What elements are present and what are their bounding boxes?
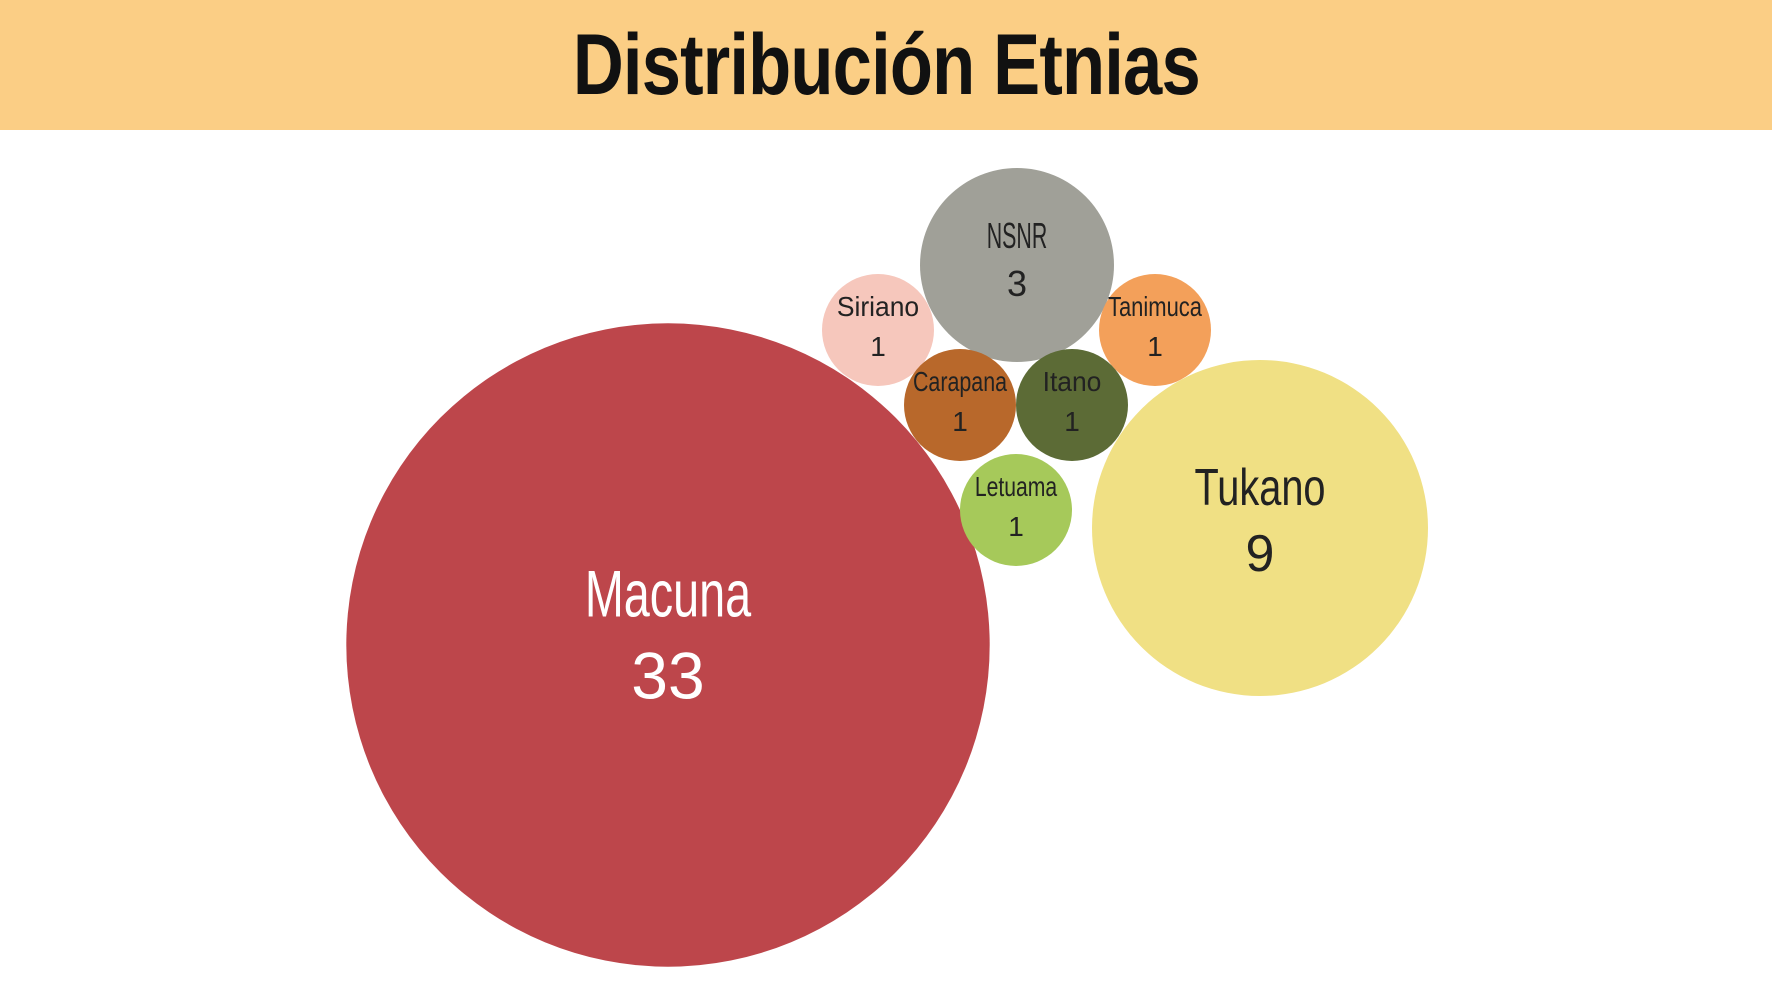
- bubble-label-carapana: Carapana: [913, 366, 1007, 397]
- bubble-label-nsnr: NSNR: [987, 215, 1047, 256]
- bubble-value-nsnr: 3: [1007, 263, 1027, 304]
- bubble-circle-letuama: [960, 454, 1072, 566]
- bubble-label-macuna: Macuna: [585, 556, 752, 630]
- bubble-value-itano: 1: [1064, 406, 1080, 437]
- bubble-label-letuama: Letuama: [975, 471, 1058, 502]
- bubble-siriano: Siriano 1: [822, 274, 934, 386]
- bubble-value-macuna: 33: [631, 638, 704, 712]
- bubble-tanimuca: Tanimuca 1: [1099, 274, 1211, 386]
- bubble-carapana: Carapana 1: [904, 349, 1016, 461]
- bubble-value-siriano: 1: [870, 331, 886, 362]
- bubble-nsnr: NSNR 3: [920, 168, 1114, 362]
- bubble-circle-tukano: [1092, 360, 1428, 696]
- bubble-circle-siriano: [822, 274, 934, 386]
- bubble-value-tukano: 9: [1246, 525, 1275, 583]
- bubble-value-tanimuca: 1: [1147, 331, 1163, 362]
- bubble-label-siriano: Siriano: [837, 291, 919, 322]
- bubble-circle-macuna: [346, 323, 990, 967]
- bubble-tukano: Tukano 9: [1092, 360, 1428, 696]
- bubble-macuna: Macuna 33: [346, 323, 990, 967]
- bubble-label-tukano: Tukano: [1194, 459, 1325, 517]
- bubble-circle-itano: [1016, 349, 1128, 461]
- bubble-label-itano: Itano: [1043, 366, 1102, 397]
- bubble-value-carapana: 1: [952, 406, 968, 437]
- title-banner: Distribución Etnias: [0, 0, 1772, 130]
- bubble-circle-nsnr: [920, 168, 1114, 362]
- bubble-itano: Itano 1: [1016, 349, 1128, 461]
- bubble-circle-carapana: [904, 349, 1016, 461]
- chart-title: Distribución Etnias: [572, 17, 1200, 113]
- bubble-label-tanimuca: Tanimuca: [1108, 291, 1202, 322]
- bubble-circle-tanimuca: [1099, 274, 1211, 386]
- bubble-value-letuama: 1: [1008, 511, 1024, 542]
- bubble-letuama: Letuama 1: [960, 454, 1072, 566]
